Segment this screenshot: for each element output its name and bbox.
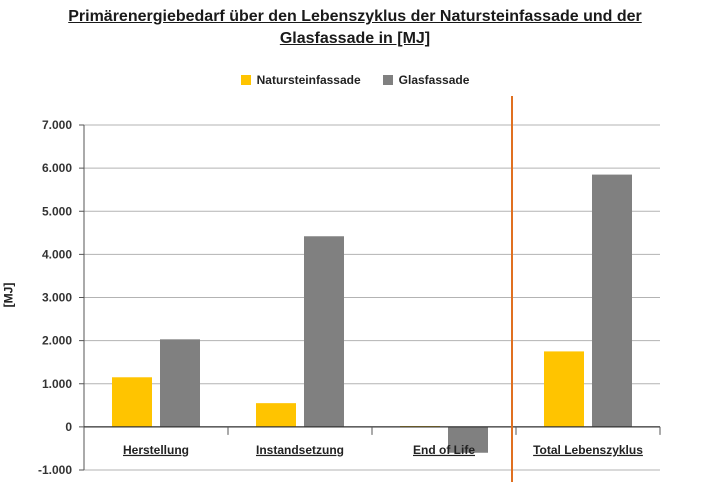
y-tick-label: -1.000 (38, 463, 72, 477)
y-tick-label: 2.000 (42, 334, 72, 348)
y-tick-label: 4.000 (42, 247, 72, 261)
y-tick-label: 0 (65, 420, 72, 434)
y-tick-label: 3.000 (42, 291, 72, 305)
y-tick-label: 1.000 (42, 377, 72, 391)
x-category-label: Herstellung (123, 443, 189, 457)
chart-title: Primärenergiebedarf über den Lebenszyklu… (0, 6, 710, 50)
legend: Natursteinfassade Glasfassade (0, 73, 710, 87)
x-category-label: End of Life (413, 443, 475, 457)
y-tick-label: 5.000 (42, 204, 72, 218)
y-tick-label: 7.000 (42, 118, 72, 132)
y-tick-label: 6.000 (42, 161, 72, 175)
legend-label-glasfassade: Glasfassade (398, 73, 470, 87)
x-category-label: Instandsetzung (256, 443, 344, 457)
legend-swatch-natursteinfassade (240, 75, 251, 85)
bar-natursteinfassade-herstellung (112, 377, 152, 427)
bar-glasfassade-total-lebenszyklus (592, 174, 632, 427)
x-category-label: Total Lebenszyklus (533, 443, 643, 457)
chart-title-line2: Glasfassade in [MJ] (279, 30, 431, 47)
legend-item-glasfassade: Glasfassade (382, 73, 470, 87)
bar-natursteinfassade-total-lebenszyklus (544, 351, 584, 427)
bar-natursteinfassade-instandsetzung (256, 403, 296, 427)
bar-glasfassade-herstellung (160, 339, 200, 427)
bar-glasfassade-instandsetzung (304, 236, 344, 427)
legend-item-natursteinfassade: Natursteinfassade (240, 73, 361, 87)
legend-label-natursteinfassade: Natursteinfassade (256, 73, 361, 87)
chart-title-line1: Primärenergiebedarf über den Lebenszyklu… (68, 8, 642, 25)
legend-swatch-glasfassade (382, 75, 393, 85)
bar-glasfassade-end-of-life (448, 426, 488, 453)
